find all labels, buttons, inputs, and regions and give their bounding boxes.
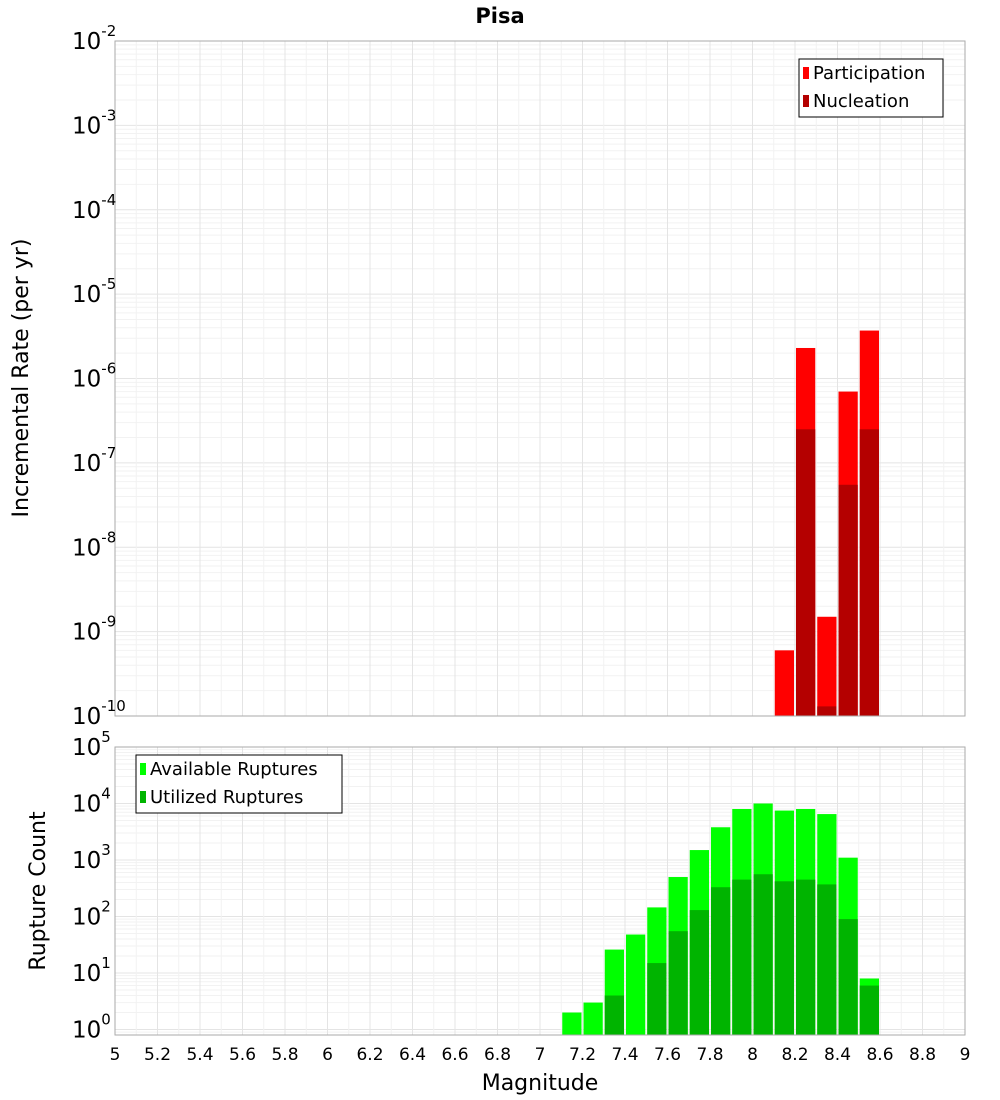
y-tick-label: 10-9 xyxy=(72,613,116,646)
x-tick-label: 5.2 xyxy=(144,1045,171,1065)
legend: Participation Nucleation xyxy=(798,58,944,118)
bar xyxy=(859,429,879,716)
x-tick-label: 7.4 xyxy=(611,1045,638,1065)
y-axis-label: Rupture Count xyxy=(26,811,51,971)
legend-label: Utilized Ruptures xyxy=(150,787,303,808)
bar xyxy=(817,616,837,716)
y-tick-label: 101 xyxy=(72,954,111,987)
x-tick-label: 6.8 xyxy=(484,1045,511,1065)
bar xyxy=(711,887,731,1035)
x-tick-label: 6.4 xyxy=(399,1045,426,1065)
y-tick-label: 102 xyxy=(72,898,111,931)
legend-box xyxy=(135,754,343,814)
series-nucleation xyxy=(796,429,879,716)
bar xyxy=(796,429,816,716)
plot-frame xyxy=(114,40,966,717)
y-axis-label: Incremental Rate (per yr) xyxy=(9,239,34,518)
legend-swatch xyxy=(140,763,146,775)
x-tick-label: 5 xyxy=(110,1045,121,1065)
x-tick-label: 8 xyxy=(747,1045,758,1065)
legend-swatch xyxy=(803,67,809,79)
y-tick-label: 10-2 xyxy=(72,22,116,55)
chart-title: Pisa xyxy=(475,4,524,28)
bar xyxy=(668,931,688,1035)
x-tick-label: 5.8 xyxy=(271,1045,298,1065)
bar xyxy=(817,706,837,716)
plot-frame xyxy=(114,746,966,1036)
x-tick-label: 7.8 xyxy=(696,1045,723,1065)
x-tick-label: 8.6 xyxy=(866,1045,893,1065)
y-tick-label: 100 xyxy=(72,1011,111,1044)
y-tick-label: 105 xyxy=(72,728,111,761)
grid xyxy=(114,41,966,717)
x-tick-labels: 5 5.2 5.4 5.6 5.8 6 6.2 6.4 6.6 6.8 7 7.2 7.4 7.6 7.8 8… xyxy=(110,1045,971,1065)
x-tick-label: 6.2 xyxy=(356,1045,383,1065)
y-tick-label: 10-3 xyxy=(72,106,116,139)
y-tick-label: 10-5 xyxy=(72,275,116,308)
bar xyxy=(689,910,709,1035)
y-tick-label: 10-10 xyxy=(72,697,126,730)
x-tick-label: 8.4 xyxy=(824,1045,851,1065)
chart-panel-2: 100 101 102 103 104 105 Rupture Count Available… xyxy=(26,728,966,1044)
bar xyxy=(796,879,816,1035)
x-tick-label: 9 xyxy=(960,1045,971,1065)
legend: Available Ruptures Utilized Ruptures xyxy=(135,754,343,814)
bar xyxy=(838,484,858,716)
y-tick-label: 104 xyxy=(72,785,111,818)
y-tick-label: 10-6 xyxy=(72,360,116,393)
x-tick-label: 8.8 xyxy=(909,1045,936,1065)
y-tick-labels: 100 101 102 103 104 105 xyxy=(72,728,111,1044)
bar xyxy=(817,884,837,1035)
bar xyxy=(774,881,794,1035)
x-tick-label: 5.6 xyxy=(229,1045,256,1065)
chart-panel-1: 10-10 10-9 10-8 10-7 10-6 10-5 10-4 10-3 10-2 Inc… xyxy=(9,22,966,730)
x-tick-label: 7 xyxy=(535,1045,546,1065)
x-tick-label: 7.2 xyxy=(569,1045,596,1065)
x-tick-label: 7.6 xyxy=(654,1045,681,1065)
y-tick-label: 103 xyxy=(72,841,111,874)
y-tick-label: 10-7 xyxy=(72,444,116,477)
bar xyxy=(562,1012,582,1035)
x-axis-label: Magnitude xyxy=(482,1071,599,1096)
x-tick-label: 5.4 xyxy=(186,1045,213,1065)
x-tick-label: 6 xyxy=(322,1045,333,1065)
legend-swatch xyxy=(140,791,146,803)
y-tick-labels: 10-10 10-9 10-8 10-7 10-6 10-5 10-4 10-3 10-2 xyxy=(72,22,126,730)
legend-label: Available Ruptures xyxy=(150,759,318,780)
bar xyxy=(732,879,752,1035)
series-utilized-ruptures xyxy=(604,874,879,1035)
legend-label: Participation xyxy=(813,63,925,84)
bar xyxy=(859,985,879,1035)
bar xyxy=(604,995,624,1035)
legend-label: Nucleation xyxy=(813,91,909,112)
y-tick-label: 10-8 xyxy=(72,528,116,561)
legend-swatch xyxy=(803,95,809,107)
legend-box xyxy=(798,58,944,118)
x-tick-label: 8.2 xyxy=(781,1045,808,1065)
y-tick-label: 10-4 xyxy=(72,191,116,224)
bar xyxy=(647,963,667,1035)
bar xyxy=(626,934,646,1035)
bar xyxy=(774,650,794,716)
bar xyxy=(838,919,858,1035)
bar xyxy=(583,1002,603,1035)
x-tick-label: 6.6 xyxy=(441,1045,468,1065)
bar xyxy=(753,874,773,1035)
